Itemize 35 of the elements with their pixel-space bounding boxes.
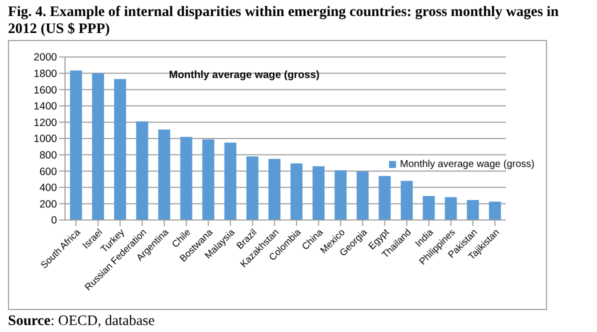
y-tick-label: 0 <box>51 214 58 227</box>
y-tick-label: 1000 <box>34 133 58 146</box>
chart-title: Fig. 4. Example of internal disparities within emerging countries: gross monthly wages in 2012 (US $ PPP) <box>8 4 560 38</box>
y-tick-label: 200 <box>39 198 58 210</box>
bar <box>444 197 457 220</box>
y-tick-label: 600 <box>39 166 58 178</box>
bar <box>334 170 347 220</box>
y-tick-label: 800 <box>39 150 58 162</box>
bar <box>114 79 126 220</box>
y-tick-label: 1600 <box>34 84 58 96</box>
bar <box>92 73 104 220</box>
bar <box>356 172 369 220</box>
bar <box>268 158 280 220</box>
bar <box>400 180 413 220</box>
legend-label: Monthly average wage (gross) <box>400 159 535 170</box>
bar <box>224 142 236 220</box>
y-tick-label: 400 <box>39 182 58 194</box>
bar <box>246 156 258 220</box>
y-tick-label: 2000 <box>34 52 58 64</box>
bar <box>180 136 192 220</box>
text: Monthly average wage (gross) <box>169 69 320 81</box>
bar <box>290 163 302 220</box>
bar <box>422 196 435 220</box>
y-tick-label: 1800 <box>34 68 58 80</box>
bar <box>312 166 325 220</box>
bar <box>202 139 214 220</box>
bar <box>70 70 82 220</box>
bar <box>488 202 501 220</box>
bar <box>378 176 391 220</box>
bar <box>136 121 148 220</box>
y-tick-label: 1400 <box>34 100 58 113</box>
y-tick-label: 1200 <box>34 116 58 129</box>
source-note: Source: OECD, database <box>8 313 155 329</box>
bar <box>466 200 479 220</box>
bar <box>158 130 170 220</box>
